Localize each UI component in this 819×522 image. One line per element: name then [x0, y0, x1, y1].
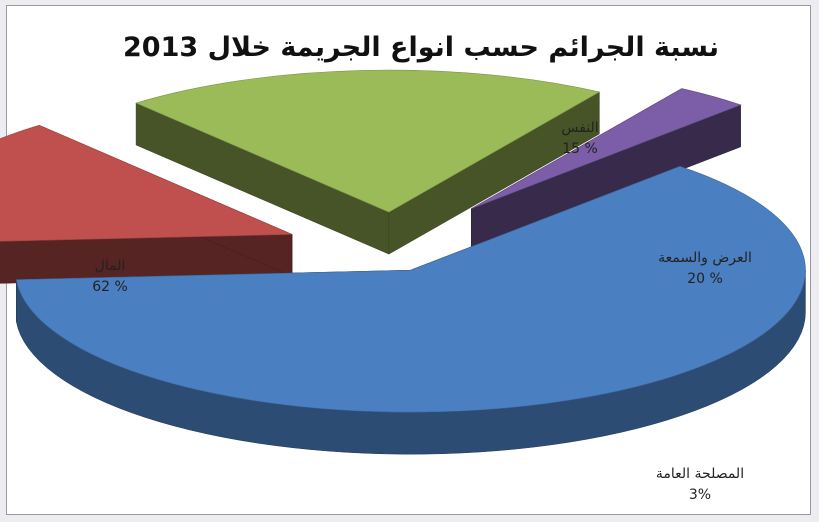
pie-labels: المال 62 % النفس 15 % العرض والسمعة 20 % المصل… [92, 120, 752, 503]
slice-label-value: 15 % [562, 141, 598, 157]
slice-label-name: المال [95, 258, 126, 274]
slice-label-value: 20 % [687, 271, 723, 287]
pie-slice [471, 88, 742, 252]
pie-slices [0, 69, 806, 455]
pie-slice [15, 165, 806, 455]
slice-label-name: العرض والسمعة [658, 250, 752, 266]
pie-slice [135, 69, 601, 255]
chart-title: نسبة الجرائم حسب انواع الجريمة خلال 2013 [123, 32, 719, 63]
slice-label-name: النفس [561, 120, 598, 136]
slice-label-value: 3% [689, 487, 711, 503]
slice-label-value: 62 % [92, 279, 128, 295]
pie-slice [0, 124, 293, 284]
slice-label-name: المصلحة العامة [656, 466, 744, 482]
